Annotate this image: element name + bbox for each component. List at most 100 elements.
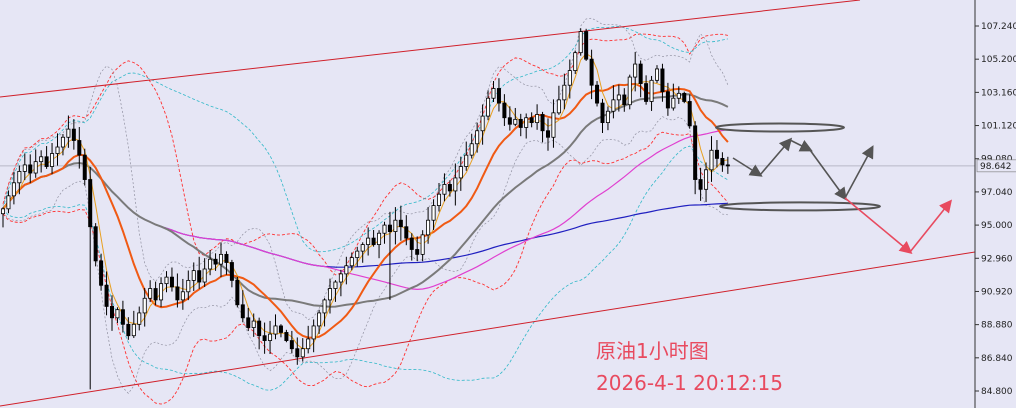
candle-body (33, 161, 38, 174)
candle-body (77, 140, 82, 156)
y-tick-label: 103.160 (981, 88, 1016, 98)
candle-body (622, 94, 627, 106)
candle-body (131, 323, 136, 337)
candle-body (60, 136, 65, 148)
candle-body (137, 312, 142, 325)
candle-body (436, 193, 441, 206)
candle-body (562, 84, 567, 101)
scenario-bear-arrow (909, 199, 952, 253)
candle-body (55, 146, 60, 154)
candle-body (344, 265, 349, 275)
candle-body (322, 299, 327, 314)
candle-body (289, 340, 294, 350)
current-price-label: 98.642 (980, 162, 1012, 172)
ma-magenta (2, 128, 729, 291)
candle-body (698, 179, 703, 190)
scenario-bull-arrow (732, 157, 763, 177)
candle-body (426, 219, 431, 236)
candle-body (197, 270, 202, 283)
candle-body (578, 31, 583, 54)
candle-body (589, 58, 594, 86)
candle-body (420, 234, 425, 255)
candle-body (235, 279, 240, 306)
candle-body (224, 253, 229, 263)
candle-body (278, 325, 283, 333)
candle-body (360, 244, 365, 252)
candle-body (453, 177, 458, 192)
candle-body (496, 88, 501, 104)
scenario-bull-arrow (789, 139, 813, 152)
candle-body (175, 286, 180, 301)
channel-lower (0, 251, 975, 407)
candle-body (529, 117, 534, 124)
candles (0, 28, 730, 390)
candle-body (126, 323, 131, 337)
candle-body (714, 149, 719, 159)
candle-body (88, 179, 93, 228)
band-cyan-lower (2, 145, 729, 391)
candle-body (66, 128, 71, 138)
y-tick-label: 84.800 (981, 387, 1013, 397)
candle-body (540, 114, 545, 132)
band-gray-lower (2, 116, 728, 394)
candle-body (567, 70, 572, 86)
candle-body (229, 262, 234, 281)
candle-body (240, 304, 245, 319)
candle-body (39, 156, 44, 163)
y-tick-label: 86.840 (981, 354, 1013, 364)
candle-body (93, 226, 98, 262)
scenario-bear-arrow (844, 197, 913, 255)
candle-body (169, 276, 174, 288)
candle-body (709, 149, 714, 171)
candle-body (50, 153, 55, 167)
candle-body (480, 115, 485, 132)
band-red-upper (2, 33, 728, 276)
candle-body (633, 63, 638, 78)
candle-body (491, 88, 496, 99)
candle-body (11, 182, 16, 197)
y-tick-label: 88.880 (981, 321, 1013, 331)
candle-body (595, 84, 600, 104)
chart-annotation-timestamp: 2026-4-1 20:12:15 (596, 371, 783, 395)
candle-body (218, 253, 223, 265)
candle-body (556, 99, 561, 114)
candle-body (355, 250, 360, 259)
support-zone (719, 201, 881, 212)
candle-body (665, 91, 670, 109)
candle-body (693, 125, 698, 180)
candle-body (213, 258, 218, 265)
candle-body (507, 117, 512, 125)
candle-body (464, 154, 469, 167)
candle-body (551, 112, 556, 138)
candle-body (518, 118, 523, 128)
candle-body (104, 284, 109, 307)
candle-body (273, 325, 278, 335)
candle-body (600, 102, 605, 124)
candle-body (513, 118, 518, 125)
candle-body (366, 237, 371, 246)
candle-body (671, 97, 676, 109)
scenario-bull-arrow (844, 145, 874, 199)
y-tick-label: 90.920 (981, 287, 1013, 297)
plot-area (0, 0, 975, 407)
candle-body (447, 184, 452, 192)
candle-body (6, 195, 11, 210)
candle-body (180, 291, 185, 301)
candle-body (148, 288, 153, 299)
y-tick-label: 107.240 (981, 22, 1016, 32)
candle-body (627, 76, 632, 106)
candle-body (605, 110, 610, 124)
candle-body (393, 219, 398, 232)
candle-body (649, 79, 654, 102)
chart-annotation-title: 原油1小时图 (596, 339, 709, 363)
candle-body (99, 260, 104, 286)
band-cyan-upper (2, 25, 728, 253)
candle-body (442, 184, 447, 195)
y-tick-label: 97.040 (981, 188, 1013, 198)
candle-body (28, 164, 33, 174)
candle-body (458, 166, 463, 179)
candle-body (284, 332, 289, 341)
candle-body (720, 158, 725, 166)
scenario-bull-arrow (759, 137, 793, 176)
